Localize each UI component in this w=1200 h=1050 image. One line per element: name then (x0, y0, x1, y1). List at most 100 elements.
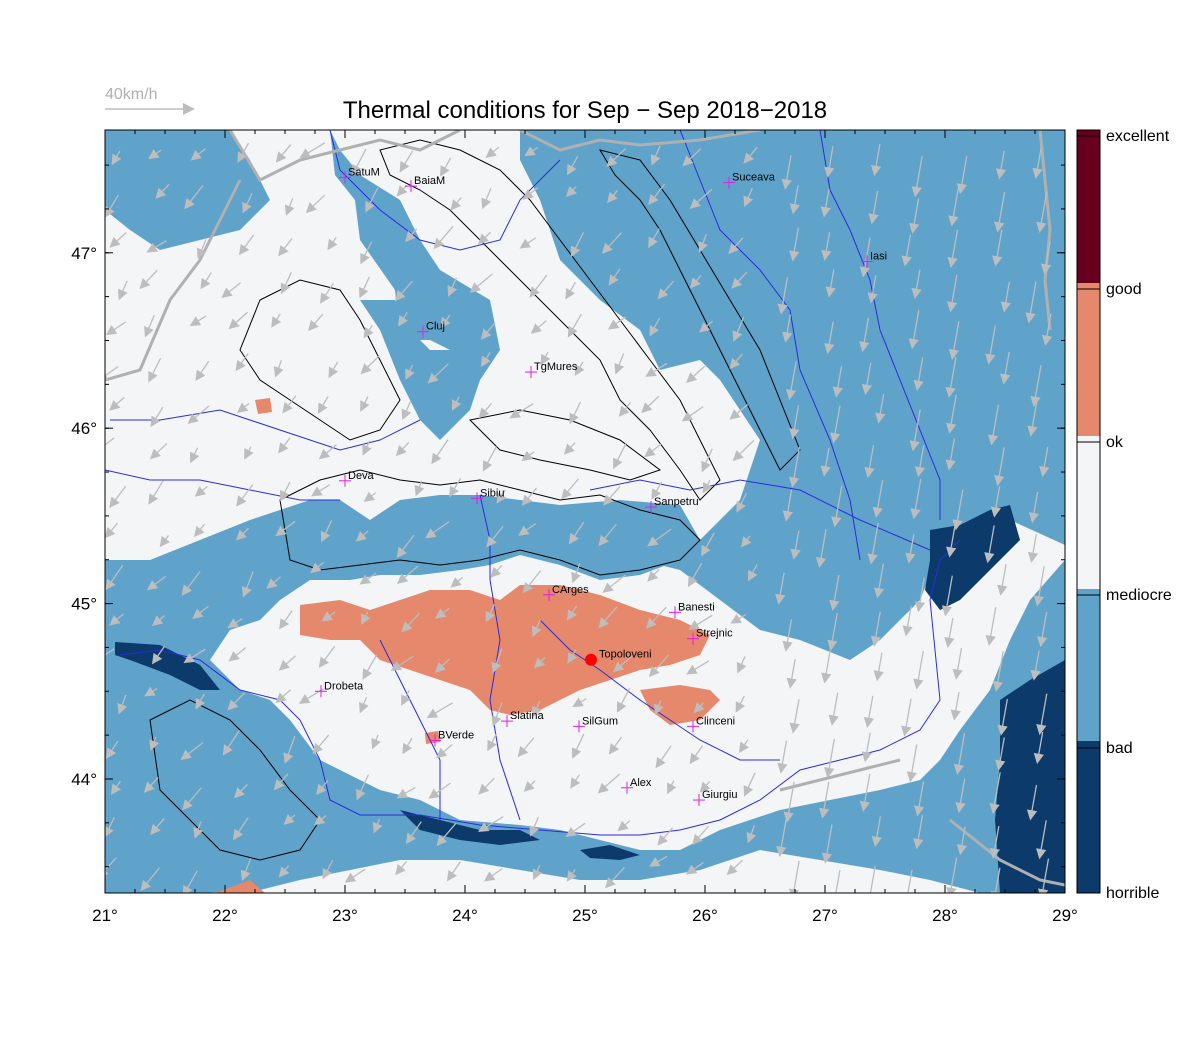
wind-arrow (105, 194, 119, 218)
wind-arrow (606, 147, 627, 167)
legend-label: excellent (1106, 128, 1170, 145)
wind-arrow (618, 402, 632, 417)
wind-arrow (146, 240, 167, 253)
wind-arrow (909, 409, 921, 452)
wind-arrow (835, 870, 841, 893)
x-tick-label: 25° (572, 906, 598, 925)
wind-arrow (530, 320, 547, 334)
wind-arrow (523, 780, 536, 792)
wind-arrow (914, 444, 926, 478)
wind-arrow (235, 353, 249, 372)
wind-arrow (529, 274, 548, 298)
wind-arrow (875, 393, 886, 424)
wind-arrow (649, 317, 661, 337)
wind-arrow (396, 565, 419, 585)
city-marker: CArges (543, 584, 589, 601)
wind-arrow (148, 148, 162, 160)
wind-arrow (183, 648, 206, 664)
highlight-point: Topoloveni (585, 649, 652, 666)
wind-arrow (109, 232, 127, 248)
wind-arrow (402, 737, 413, 755)
wind-arrow (732, 317, 745, 342)
wind-arrow (945, 438, 956, 471)
wind-arrow (729, 404, 749, 420)
wind-arrow (192, 605, 209, 620)
wind-arrow (657, 280, 675, 300)
wind-arrow (232, 817, 249, 841)
wind-arrow (645, 606, 667, 629)
wind-arrow (604, 867, 625, 889)
wind-arrow (279, 610, 293, 630)
wind-arrow (327, 237, 338, 251)
legend-color-band (1077, 436, 1100, 589)
wind-arrow (105, 648, 115, 656)
wind-arrow (729, 353, 743, 370)
wind-arrow (570, 774, 581, 789)
wind-arrow (483, 868, 503, 882)
wind-arrow (907, 869, 913, 893)
wind-arrow (901, 234, 912, 267)
wind-arrow (305, 194, 325, 214)
city-marker: BVerde (429, 729, 474, 747)
wind-arrow (273, 773, 289, 791)
wind-arrow (863, 695, 875, 729)
wind-arrow (956, 826, 968, 856)
wind-arrow (995, 737, 1006, 771)
wind-arrow (607, 190, 618, 204)
wind-arrow (911, 155, 923, 198)
x-tick-label: 28° (932, 906, 958, 925)
wind-arrow (859, 773, 871, 812)
wind-arrow (1041, 313, 1053, 346)
wind-arrow (743, 188, 754, 208)
wind-arrow (1027, 534, 1039, 563)
wind-arrow (359, 572, 377, 585)
wind-arrow (571, 563, 581, 584)
wind-arrow (240, 858, 252, 882)
wind-arrow (241, 571, 254, 598)
wind-arrow (913, 781, 925, 817)
wind-arrow (155, 183, 170, 199)
wind-arrow (614, 353, 625, 375)
wind-arrow (148, 357, 162, 383)
wind-arrow (871, 816, 882, 848)
wind-arrow (608, 268, 621, 286)
wind-arrow (682, 148, 702, 167)
wind-arrow (529, 816, 539, 837)
wind-arrow (311, 484, 331, 497)
city-marker: Alex (621, 777, 652, 794)
city-marker: Deva (339, 470, 375, 487)
wind-arrow (956, 155, 968, 195)
wind-arrow (242, 193, 253, 214)
map-title: Thermal conditions for Sep − Sep 2018−20… (343, 97, 827, 124)
wind-arrow (222, 729, 240, 756)
wind-arrow (361, 611, 371, 625)
city-label: Strejnic (696, 628, 733, 640)
wind-arrow (913, 650, 924, 690)
wind-arrow (602, 574, 626, 593)
wind-arrow (491, 702, 503, 727)
wind-arrow (868, 190, 879, 225)
wind-arrow (945, 356, 957, 398)
wind-arrow (785, 361, 797, 401)
wind-arrow (180, 742, 204, 760)
city-marker: Cluj (417, 321, 445, 338)
wind-arrow (427, 363, 449, 384)
wind-arrow (278, 238, 293, 257)
wind-arrow (867, 522, 879, 565)
wind-arrow (946, 522, 957, 558)
wind-arrow (602, 486, 621, 506)
wind-arrow (985, 325, 996, 365)
wind-arrow (913, 357, 924, 391)
wind-arrow (363, 324, 374, 339)
wind-arrow (911, 269, 922, 299)
wind-arrow (105, 564, 124, 591)
wind-arrow (1033, 731, 1044, 764)
wind-arrow (946, 394, 957, 434)
wind-arrow (786, 658, 797, 689)
wind-arrow (317, 396, 329, 415)
wind-arrow (701, 448, 713, 473)
wind-arrow (434, 607, 450, 619)
wind-arrow (398, 311, 409, 327)
wind-arrow (990, 867, 1001, 893)
wind-arrow (190, 148, 206, 161)
